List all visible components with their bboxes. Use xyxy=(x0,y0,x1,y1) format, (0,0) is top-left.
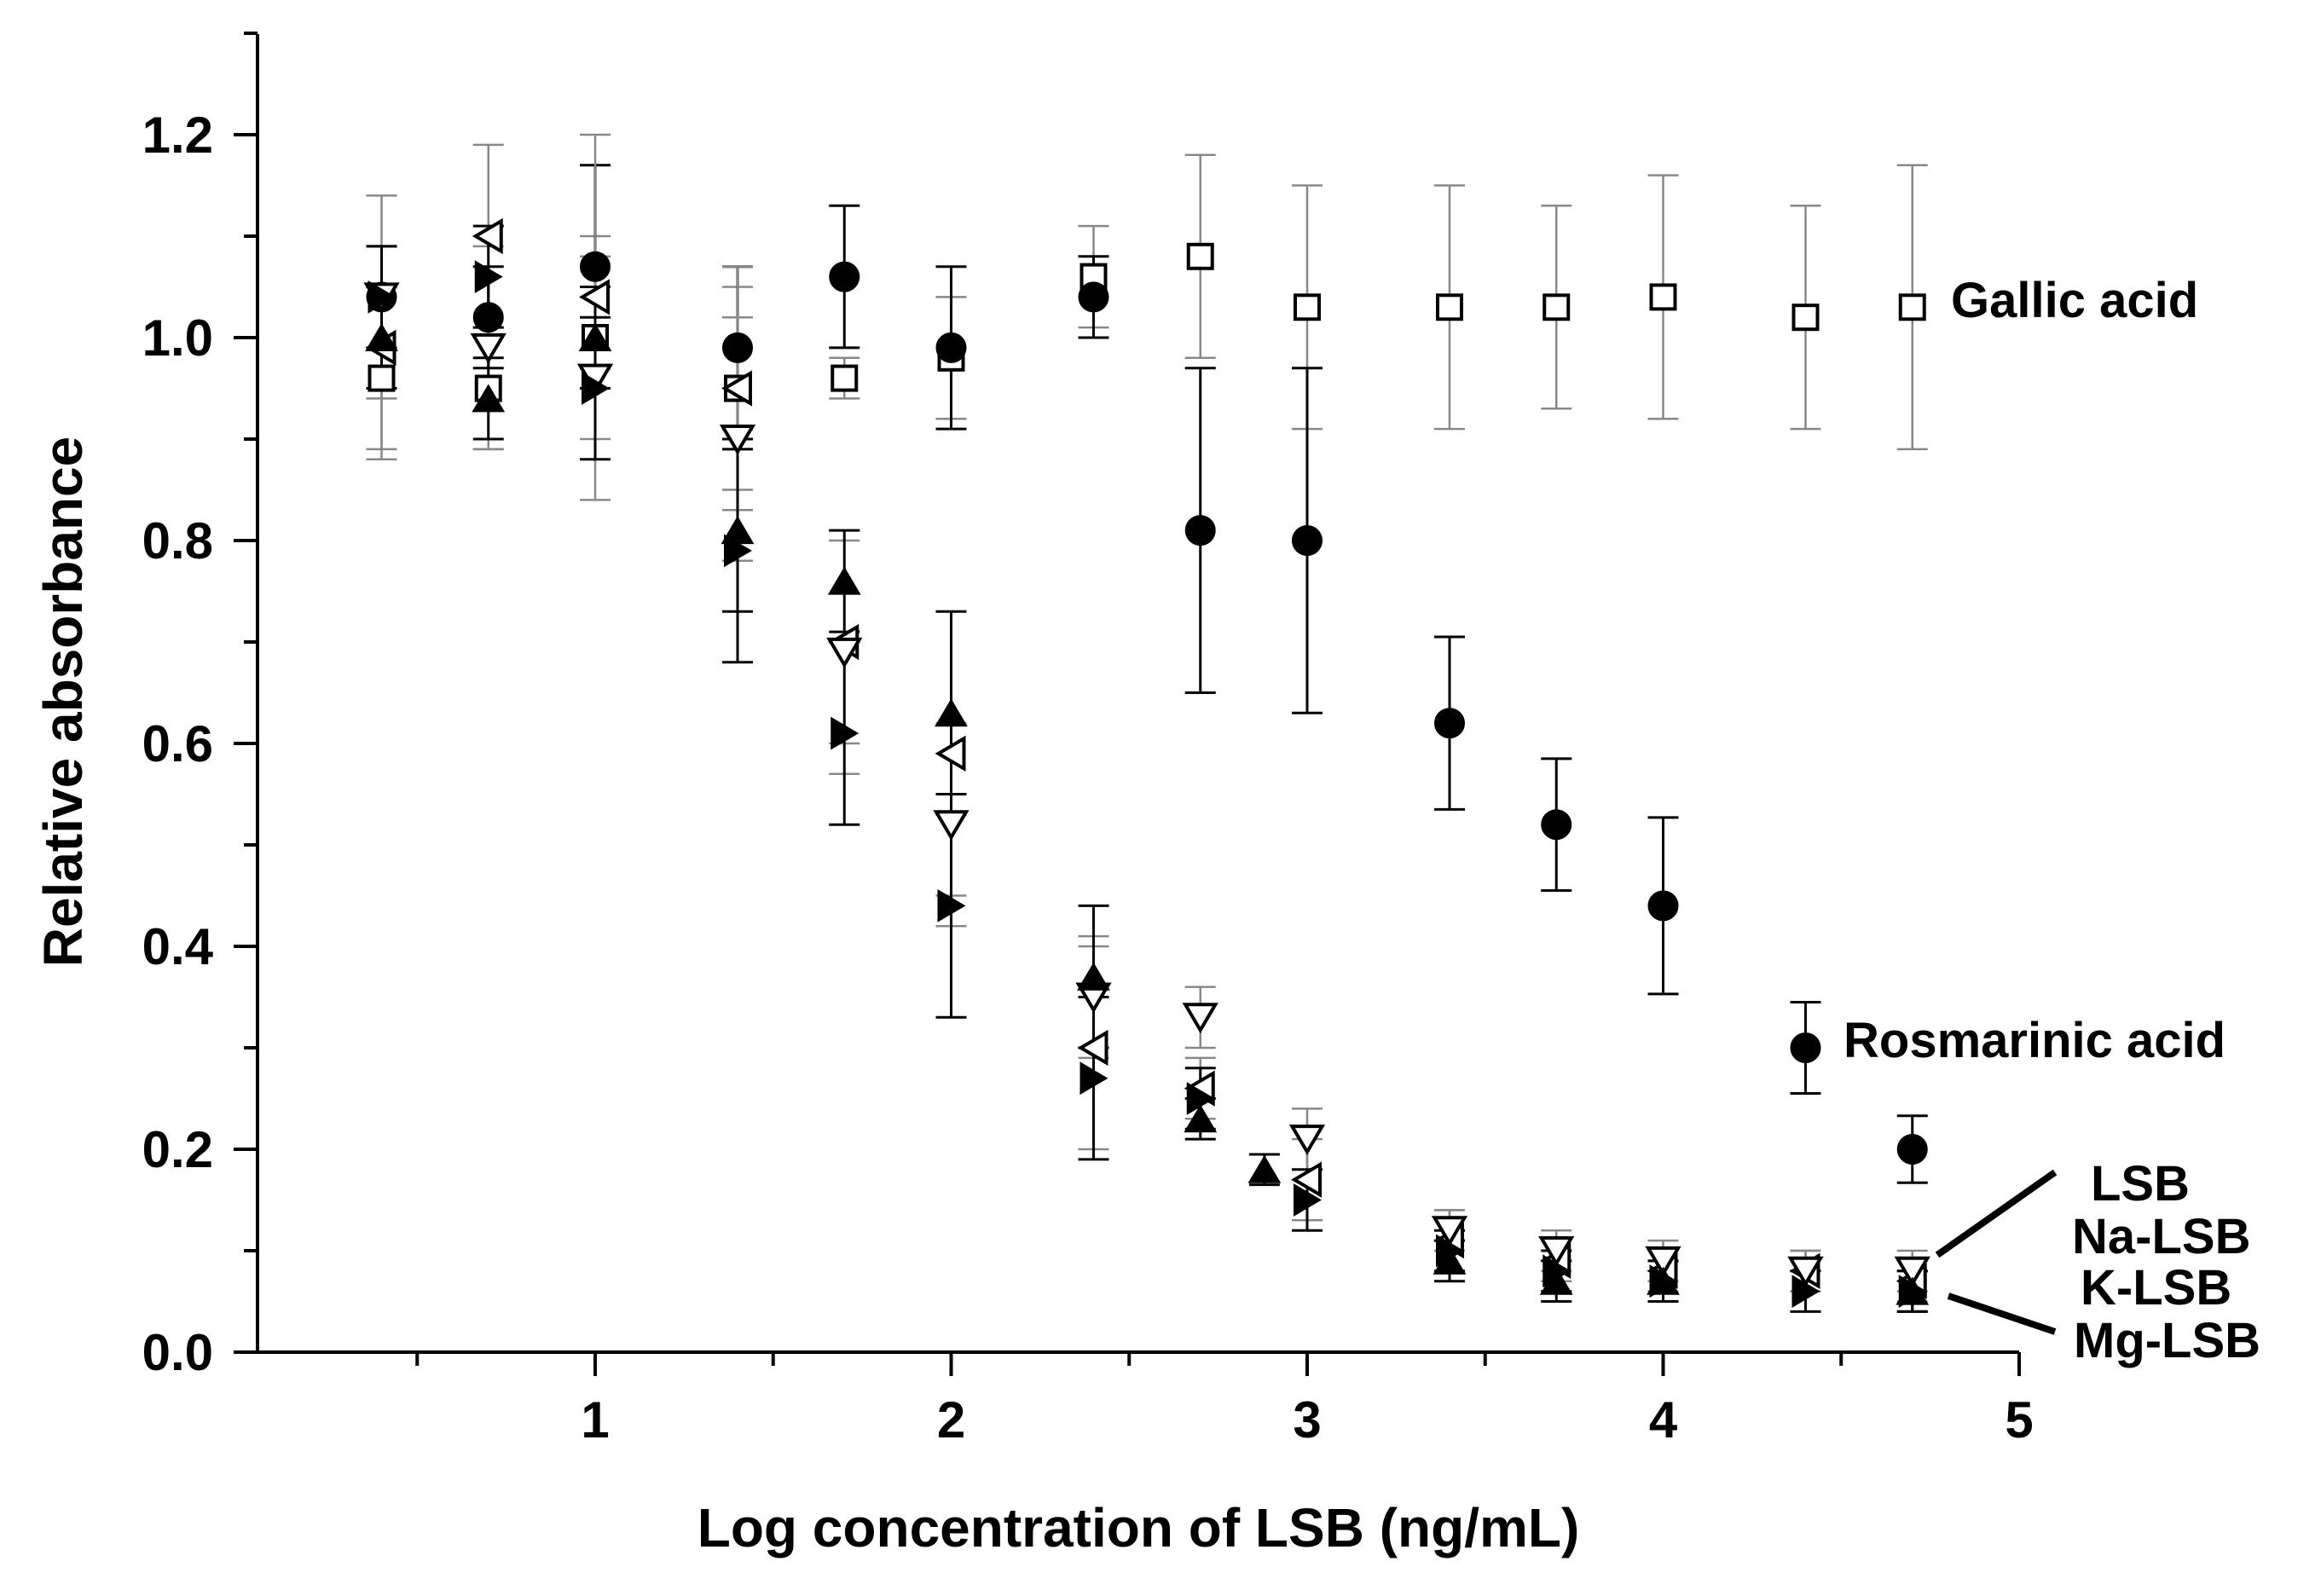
x-tick-labels: 1 2 3 4 5 xyxy=(581,1391,2033,1449)
y-tick-label: 0.6 xyxy=(142,715,213,772)
marker-gallic-acid xyxy=(368,364,396,392)
marker-gallic-acid xyxy=(1898,293,1926,321)
marker-rosmarinic-acid xyxy=(1184,515,1216,546)
marker-k-lsb xyxy=(831,716,860,750)
error-bars xyxy=(366,133,1928,1313)
series-label-lsb: LSB xyxy=(2091,1156,2190,1211)
axes xyxy=(256,34,2019,1354)
marker-gallic-acid xyxy=(1543,293,1571,321)
marker-mg-lsb xyxy=(935,698,968,727)
lsb-pointer-line-lower xyxy=(1947,1292,2057,1335)
marker-mg-lsb xyxy=(365,323,398,351)
marker-gallic-acid xyxy=(1436,293,1463,321)
marker-mg-lsb xyxy=(1184,1104,1218,1133)
y-tick-label: 1.0 xyxy=(142,309,213,367)
y-tick-label: 1.2 xyxy=(142,107,213,164)
marker-k-lsb xyxy=(1294,1183,1322,1217)
x-tick-label: 1 xyxy=(581,1391,609,1449)
marker-gallic-acid xyxy=(1294,293,1321,321)
marker-lsb xyxy=(721,370,752,407)
marker-k-lsb xyxy=(368,280,396,314)
marker-rosmarinic-acid xyxy=(829,261,860,292)
y-tick-labels: 0.0 0.2 0.4 0.6 0.8 1.0 1.2 xyxy=(142,107,214,1381)
series-labels: Gallic acid Rosmarinic acid LSB Na-LSB K… xyxy=(1843,273,2260,1368)
marker-k-lsb xyxy=(1791,1275,1820,1308)
marker-rosmarinic-acid xyxy=(722,332,753,363)
x-tick-label: 3 xyxy=(1293,1391,1321,1449)
marker-mg-lsb xyxy=(1077,962,1110,991)
series-label-mg-lsb: Mg-LSB xyxy=(2074,1313,2260,1368)
series-label-rosmarinic-acid: Rosmarinic acid xyxy=(1843,1013,2225,1068)
series-label-k-lsb: K-LSB xyxy=(2081,1260,2231,1316)
marker-gallic-acid xyxy=(1791,304,1820,332)
marker-na-lsb xyxy=(1431,1216,1468,1247)
y-tick-label: 0.8 xyxy=(142,512,213,570)
marker-rosmarinic-acid xyxy=(1790,1032,1821,1063)
x-ticks xyxy=(415,1352,2021,1376)
marker-lsb xyxy=(579,279,610,315)
y-tick-label: 0.2 xyxy=(142,1121,213,1178)
marker-na-lsb xyxy=(1288,1125,1326,1156)
marker-na-lsb xyxy=(1538,1236,1575,1267)
lsb-pointer-line-upper xyxy=(1935,1169,2058,1258)
marker-rosmarinic-acid xyxy=(935,332,967,363)
marker-na-lsb xyxy=(1894,1256,1930,1287)
x-tick-label: 2 xyxy=(937,1391,965,1449)
series-label-gallic-acid: Gallic acid xyxy=(1951,273,2198,328)
series-label-na-lsb: Na-LSB xyxy=(2072,1209,2250,1264)
marker-na-lsb xyxy=(470,332,506,364)
marker-rosmarinic-acid xyxy=(1292,525,1323,556)
marker-rosmarinic-acid xyxy=(1434,708,1465,739)
marker-na-lsb xyxy=(1645,1246,1681,1277)
marker-rosmarinic-acid xyxy=(1647,890,1679,922)
marker-na-lsb xyxy=(719,425,756,455)
marker-rosmarinic-acid xyxy=(1541,809,1572,841)
marker-mg-lsb xyxy=(827,566,861,595)
marker-gallic-acid xyxy=(1186,242,1214,270)
marker-na-lsb xyxy=(1182,1003,1218,1034)
marker-rosmarinic-acid xyxy=(472,302,504,333)
marker-mg-lsb xyxy=(1647,1266,1680,1295)
x-tick-label: 4 xyxy=(1649,1391,1678,1449)
y-ticks xyxy=(234,32,258,1354)
x-tick-label: 5 xyxy=(2005,1391,2033,1449)
marker-k-lsb xyxy=(1079,1061,1108,1096)
marker-gallic-acid xyxy=(1649,283,1677,311)
marker-lsb xyxy=(472,217,503,255)
marker-k-lsb xyxy=(474,260,503,293)
marker-mg-lsb xyxy=(1896,1276,1930,1305)
marker-na-lsb xyxy=(826,637,863,668)
marker-mg-lsb xyxy=(1247,1154,1282,1183)
marker-mg-lsb xyxy=(721,516,755,545)
marker-na-lsb xyxy=(1787,1256,1824,1287)
marker-rosmarinic-acid xyxy=(1078,281,1109,313)
marker-lsb xyxy=(935,735,966,772)
y-tick-label: 0.4 xyxy=(142,918,214,975)
marker-na-lsb xyxy=(933,810,969,841)
y-axis-title: Relative absorbance xyxy=(32,437,94,968)
marker-mg-lsb xyxy=(1433,1246,1467,1275)
marker-k-lsb xyxy=(937,889,966,922)
marker-mg-lsb xyxy=(578,323,612,351)
marker-mg-lsb xyxy=(472,384,506,413)
marker-mg-lsb xyxy=(1539,1266,1573,1295)
x-axis-title: Log concentration of LSB (ng/mL) xyxy=(697,1497,1580,1558)
y-tick-label: 0.0 xyxy=(142,1324,213,1381)
marker-rosmarinic-acid xyxy=(1896,1134,1928,1165)
marker-gallic-acid xyxy=(831,364,859,392)
data-markers xyxy=(363,217,1930,1308)
marker-lsb xyxy=(1077,1029,1108,1067)
marker-k-lsb xyxy=(582,372,610,405)
marker-lsb xyxy=(1291,1161,1322,1198)
marker-rosmarinic-acid xyxy=(580,251,611,282)
